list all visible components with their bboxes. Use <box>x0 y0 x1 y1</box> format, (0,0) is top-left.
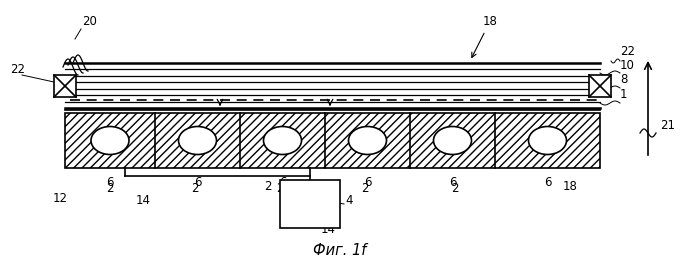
Text: 14: 14 <box>135 194 151 207</box>
Text: 6: 6 <box>364 176 371 189</box>
Bar <box>65 113 600 168</box>
Text: 2: 2 <box>362 182 369 195</box>
Text: 14: 14 <box>320 223 336 236</box>
Text: 6: 6 <box>106 176 114 189</box>
Text: 6: 6 <box>449 176 456 189</box>
Text: 2: 2 <box>191 182 199 195</box>
Bar <box>54 75 76 97</box>
Text: 2: 2 <box>276 182 284 195</box>
Text: 10: 10 <box>620 59 635 72</box>
Ellipse shape <box>348 126 387 155</box>
Text: 6: 6 <box>544 176 551 189</box>
Bar <box>280 180 340 228</box>
Text: 22: 22 <box>10 63 25 76</box>
Text: 4: 4 <box>345 194 352 207</box>
Ellipse shape <box>91 126 129 155</box>
Text: 6: 6 <box>194 176 201 189</box>
Text: 18: 18 <box>472 15 498 57</box>
Text: 12: 12 <box>52 192 68 205</box>
Text: 2: 2 <box>265 180 272 193</box>
Ellipse shape <box>179 126 216 155</box>
Text: 2: 2 <box>451 182 459 195</box>
Bar <box>589 75 611 97</box>
Text: 22: 22 <box>620 45 635 58</box>
Text: 20: 20 <box>82 15 98 28</box>
Text: 18: 18 <box>563 180 577 193</box>
Ellipse shape <box>528 126 567 155</box>
Text: 21: 21 <box>660 119 675 132</box>
Ellipse shape <box>433 126 472 155</box>
Text: 2: 2 <box>106 182 114 195</box>
Text: 8: 8 <box>620 73 628 86</box>
Ellipse shape <box>264 126 302 155</box>
Text: Фиг. 1f: Фиг. 1f <box>313 243 366 258</box>
Text: 1: 1 <box>620 88 628 101</box>
Text: 6: 6 <box>279 176 286 189</box>
